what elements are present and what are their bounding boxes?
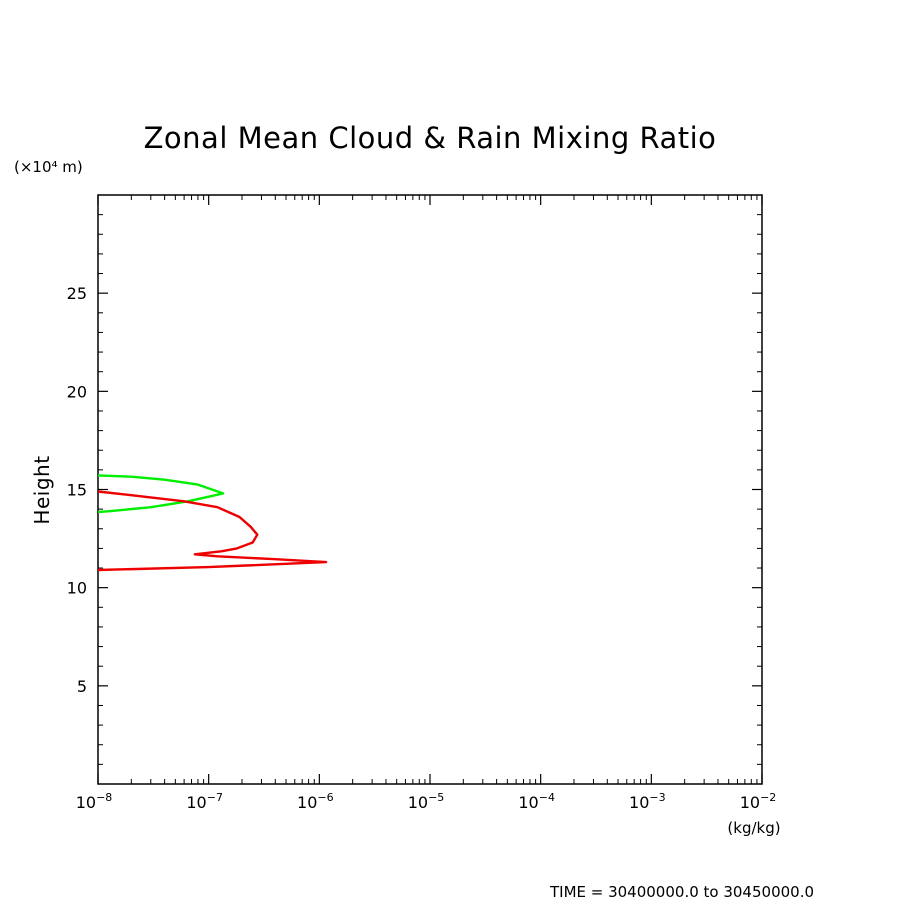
plot-frame — [97, 194, 763, 785]
series-line — [97, 490, 328, 572]
y-tick-label: 25 — [67, 284, 87, 303]
y-tick-label: 15 — [67, 481, 87, 500]
y-axis-label: Height — [30, 455, 54, 524]
y-tick-labels: 5 10 15 20 25 — [67, 284, 87, 696]
y-tick-label: 5 — [77, 677, 87, 696]
x-tick-labels: 10−8 10−7 10−6 10−5 10−4 10−3 10−2 — [76, 791, 777, 812]
x-tick-label: 10−4 — [518, 791, 555, 812]
x-tick-label: 10−7 — [186, 791, 223, 812]
y-axis-unit: (×10⁴ m) — [14, 158, 83, 176]
x-axis-unit: (kg/kg) — [727, 819, 780, 837]
tick-marks — [97, 195, 763, 784]
x-tick-label: 10−2 — [740, 791, 777, 812]
x-tick-label: 10−6 — [297, 791, 334, 812]
series-lines — [97, 474, 328, 572]
x-tick-label: 10−5 — [408, 791, 445, 812]
time-footer: TIME = 30400000.0 to 30450000.0 — [549, 883, 814, 901]
y-tick-label: 10 — [67, 579, 87, 598]
chart-title: Zonal Mean Cloud & Rain Mixing Ratio — [144, 121, 717, 155]
x-tick-label: 10−8 — [76, 791, 113, 812]
y-tick-label: 20 — [67, 382, 87, 401]
series-line — [97, 474, 225, 514]
x-tick-label: 10−3 — [629, 791, 666, 812]
